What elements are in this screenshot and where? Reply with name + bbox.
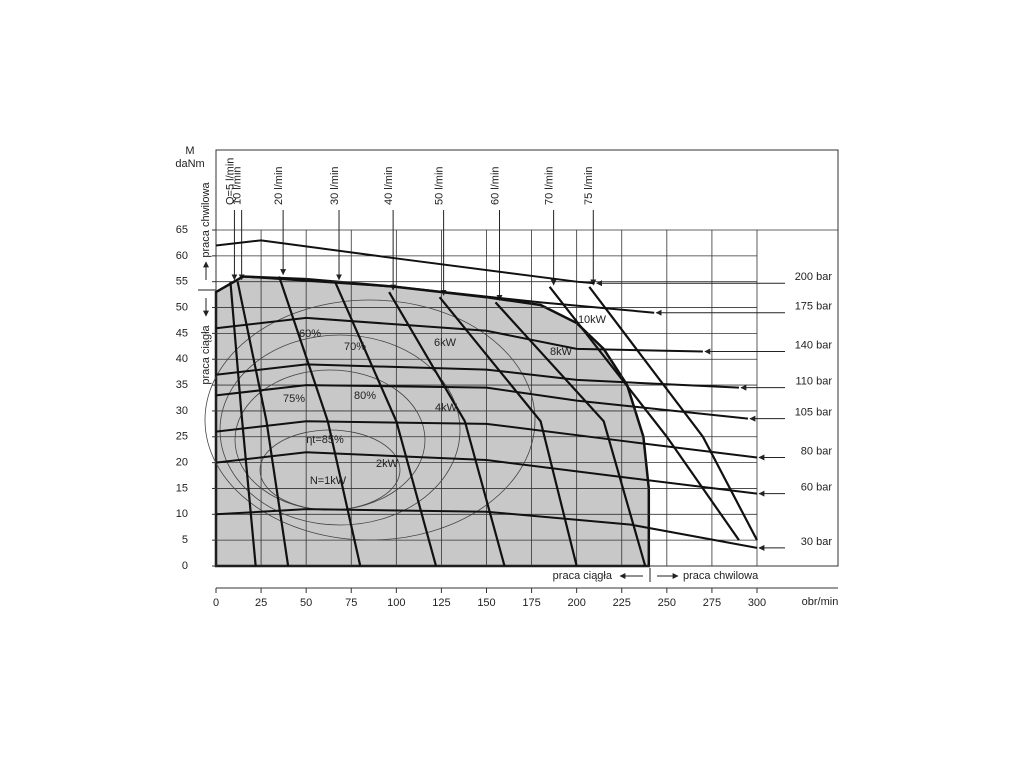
flow-label: 30 l/min — [329, 166, 341, 205]
x-tick-label: 150 — [477, 597, 495, 609]
y-unit: daNm — [175, 158, 204, 170]
efficiency-label: ηt=85% — [306, 434, 344, 446]
efficiency-label: 60% — [299, 328, 321, 340]
y-tick-label: 40 — [176, 353, 188, 365]
flow-label: 75 l/min — [583, 166, 595, 205]
y-tick-label: 55 — [176, 276, 188, 288]
y-tick-label: 0 — [182, 560, 188, 572]
flow-line — [229, 281, 257, 567]
flow-label: 20 l/min — [273, 166, 285, 205]
pressure-label: 30 bar — [801, 536, 833, 548]
y-tick-label: 35 — [176, 379, 188, 391]
flow-line — [494, 301, 647, 567]
x-tick-label: 175 — [522, 597, 540, 609]
flow-label: 10 l/min — [232, 166, 244, 205]
power-label: 2kW — [376, 458, 399, 470]
efficiency-label: 80% — [354, 390, 376, 402]
pressure-line — [215, 384, 749, 420]
x-tick-label: 50 — [300, 597, 312, 609]
y-tick-label: 15 — [176, 482, 188, 494]
pressure-line — [215, 239, 595, 285]
pressure-label: 140 bar — [795, 339, 833, 351]
x-tick-label: 225 — [613, 597, 631, 609]
x-tick-label: 25 — [255, 597, 267, 609]
pressure-label: 200 bar — [795, 271, 833, 283]
flow-line — [334, 281, 438, 567]
pressure-label: 110 bar — [796, 376, 833, 388]
efficiency-label: 75% — [283, 393, 305, 405]
side-intermittent: praca chwilowa — [200, 182, 212, 258]
y-tick-label: 25 — [176, 431, 188, 443]
x-tick-label: 100 — [387, 597, 405, 609]
pressure-line — [215, 508, 758, 549]
flow-label: 60 l/min — [489, 166, 501, 205]
flow-line — [236, 281, 290, 567]
efficiency-loop — [204, 299, 536, 541]
flow-line — [548, 286, 740, 541]
y-label: M — [185, 145, 194, 157]
power-label: 10kW — [578, 314, 607, 326]
side-continuous: praca ciągła — [200, 324, 212, 384]
pressure-label: 80 bar — [801, 445, 833, 457]
envelope-area — [214, 275, 651, 568]
flow-line — [588, 286, 758, 541]
pressure-line — [215, 420, 758, 459]
bottom-intermittent: praca chwilowa — [683, 570, 759, 582]
x-tick-label: 75 — [345, 597, 357, 609]
flow-label: 50 l/min — [434, 166, 446, 205]
pressure-line — [215, 363, 740, 389]
efficiency-label: 70% — [344, 341, 366, 353]
y-tick-label: 60 — [176, 250, 188, 262]
x-tick-label: 0 — [213, 597, 219, 609]
power-label: N=1kW — [310, 475, 347, 487]
y-tick-label: 50 — [176, 301, 188, 313]
y-tick-label: 45 — [176, 327, 188, 339]
flow-line — [388, 291, 506, 567]
y-tick-label: 65 — [176, 224, 188, 236]
pressure-line — [215, 275, 655, 314]
y-tick-label: 20 — [176, 457, 188, 469]
power-label: 8kW — [550, 346, 573, 358]
x-tick-label: 300 — [748, 597, 766, 609]
x-tick-label: 200 — [567, 597, 585, 609]
pressure-line — [215, 451, 758, 495]
y-tick-label: 30 — [176, 405, 188, 417]
flow-label: Q=5 l/min — [224, 158, 236, 205]
pressure-line — [215, 316, 703, 353]
power-label: 6kW — [434, 337, 457, 349]
pressure-label: 175 bar — [795, 301, 833, 313]
pressure-label: 105 bar — [795, 407, 833, 419]
flow-label: 70 l/min — [544, 166, 556, 205]
power-label: 4kW — [435, 402, 458, 414]
y-tick-label: 5 — [182, 534, 188, 546]
x-tick-label: 125 — [432, 597, 450, 609]
bottom-continuous: praca ciągła — [553, 570, 613, 582]
y-tick-label: 10 — [176, 508, 188, 520]
flow-label: 40 l/min — [383, 166, 395, 205]
x-tick-label: 250 — [658, 597, 676, 609]
pressure-label: 60 bar — [801, 482, 833, 494]
efficiency-loop — [219, 334, 461, 526]
x-label: obr/min — [802, 596, 839, 608]
x-tick-label: 275 — [703, 597, 721, 609]
